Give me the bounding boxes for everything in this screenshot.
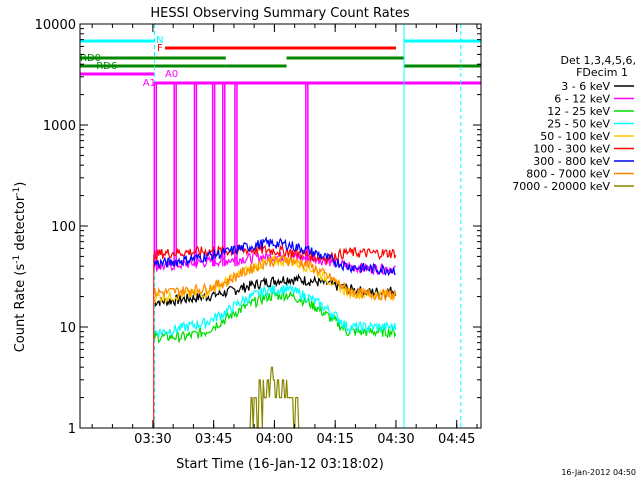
x-tick-label: 04:00 xyxy=(256,432,293,447)
series-line-100-300-kev xyxy=(153,244,397,264)
series-line-800-7000-kev xyxy=(153,254,397,302)
x-tick-label: 04:45 xyxy=(438,432,475,447)
series-line-300-800-kev xyxy=(153,236,396,277)
x-tick-label: 03:45 xyxy=(195,432,232,447)
plot-frame xyxy=(79,23,482,429)
legend-entry-label: 50 - 100 keV xyxy=(540,130,610,143)
x-tick-label: 04:15 xyxy=(316,432,353,447)
legend-entry-label: 6 - 12 keV xyxy=(554,93,610,106)
legend-entry-label: 3 - 6 keV xyxy=(561,80,610,93)
attenuator-spike xyxy=(153,82,158,267)
attenuator-spike xyxy=(222,82,226,267)
attenuator-spike xyxy=(193,82,198,267)
y-axis-label: Count Rate (s-1 detector-1) xyxy=(12,182,28,353)
series-line-25-50-kev xyxy=(153,284,397,337)
plot-timestamp: 16-Jan-2012 04:50 xyxy=(561,468,636,477)
y-tick-label: 1 xyxy=(68,422,76,437)
x-tick-label: 03:30 xyxy=(134,432,171,447)
x-tick-label: 04:30 xyxy=(377,432,414,447)
legend-entry-label: 25 - 50 keV xyxy=(547,118,610,131)
legend-entry-label: 300 - 800 keV xyxy=(533,155,610,168)
flag-label-n: N xyxy=(156,35,163,46)
flag-label-a0: A0 xyxy=(165,69,178,80)
series-layer xyxy=(153,236,397,429)
chart-title: HESSI Observing Summary Count Rates xyxy=(150,6,409,21)
legend-entry-label: 7000 - 20000 keV xyxy=(512,180,610,193)
attenuator-spike xyxy=(234,82,238,267)
attenuator-spike xyxy=(173,82,177,267)
y-tick-label: 10000 xyxy=(35,18,76,33)
legend-entry-label: 100 - 300 keV xyxy=(533,143,610,156)
flag-label-rd0: RD0 xyxy=(80,53,101,64)
series-line-7000-20000-kev xyxy=(249,366,300,429)
legend-entry-label: 800 - 7000 keV xyxy=(526,168,610,181)
legend-entry-label: 12 - 25 keV xyxy=(547,105,610,118)
legend-header: Det 1,3,4,5,6, xyxy=(560,54,636,67)
flag-label-a1: A1 xyxy=(143,78,156,89)
attenuator-spike xyxy=(305,82,309,267)
axes: 1 10 100 1000 10000 03:30 03:45 04:00 04:15 04:30… xyxy=(35,18,482,447)
flag-label-rd6: RD6 xyxy=(96,61,117,72)
legend-subheader: FDecim 1 xyxy=(576,66,628,79)
y-tick-label: 1000 xyxy=(43,119,76,134)
attenuator-spike xyxy=(211,82,216,267)
y-tick-label: 10 xyxy=(59,321,76,336)
flag-label-f: F xyxy=(157,43,163,54)
y-tick-label: 100 xyxy=(51,220,76,235)
x-axis-label: Start Time (16-Jan-12 03:18:02) xyxy=(176,457,384,472)
